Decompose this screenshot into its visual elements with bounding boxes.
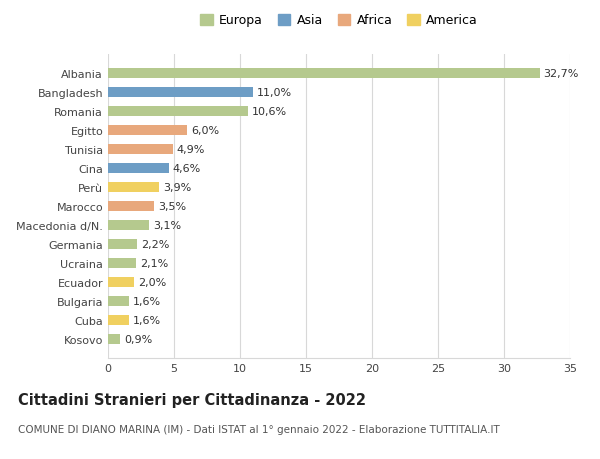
Bar bbox=[108, 239, 137, 250]
Legend: Europa, Asia, Africa, America: Europa, Asia, Africa, America bbox=[200, 14, 478, 28]
Text: 4,6%: 4,6% bbox=[173, 164, 201, 174]
Text: 4,9%: 4,9% bbox=[176, 145, 205, 155]
Text: 10,6%: 10,6% bbox=[252, 107, 287, 117]
Text: 1,6%: 1,6% bbox=[133, 296, 161, 306]
Bar bbox=[108, 88, 253, 98]
Bar bbox=[108, 202, 154, 212]
Text: 2,0%: 2,0% bbox=[139, 277, 167, 287]
Bar bbox=[108, 182, 160, 193]
Bar bbox=[108, 163, 169, 174]
Bar bbox=[108, 296, 129, 307]
Text: Cittadini Stranieri per Cittadinanza - 2022: Cittadini Stranieri per Cittadinanza - 2… bbox=[18, 392, 366, 408]
Text: 3,9%: 3,9% bbox=[163, 183, 191, 193]
Text: 6,0%: 6,0% bbox=[191, 126, 219, 136]
Bar bbox=[108, 69, 539, 79]
Bar bbox=[108, 315, 129, 325]
Bar bbox=[108, 145, 173, 155]
Bar bbox=[108, 220, 149, 231]
Text: 2,1%: 2,1% bbox=[140, 258, 168, 269]
Text: 0,9%: 0,9% bbox=[124, 334, 152, 344]
Text: 32,7%: 32,7% bbox=[544, 69, 579, 79]
Text: 3,5%: 3,5% bbox=[158, 202, 186, 212]
Bar bbox=[108, 334, 120, 344]
Bar bbox=[108, 106, 248, 117]
Text: 1,6%: 1,6% bbox=[133, 315, 161, 325]
Text: 2,2%: 2,2% bbox=[141, 240, 169, 249]
Bar bbox=[108, 126, 187, 136]
Text: 11,0%: 11,0% bbox=[257, 88, 292, 98]
Text: 3,1%: 3,1% bbox=[153, 220, 181, 230]
Bar bbox=[108, 277, 134, 287]
Bar bbox=[108, 258, 136, 269]
Text: COMUNE DI DIANO MARINA (IM) - Dati ISTAT al 1° gennaio 2022 - Elaborazione TUTTI: COMUNE DI DIANO MARINA (IM) - Dati ISTAT… bbox=[18, 425, 500, 435]
